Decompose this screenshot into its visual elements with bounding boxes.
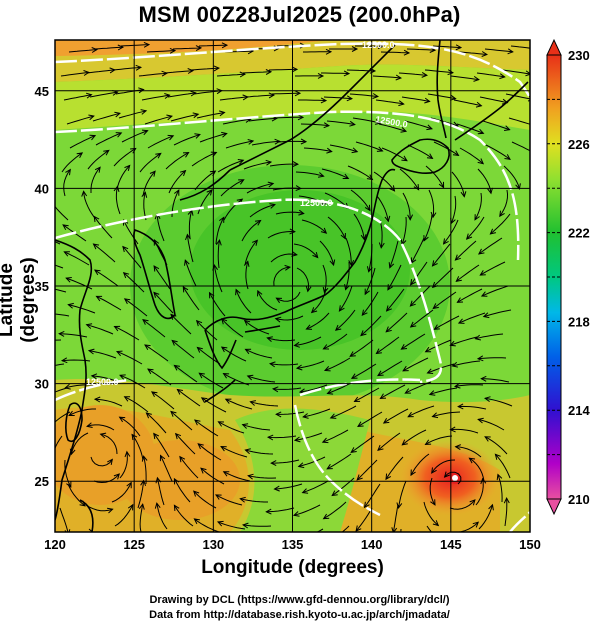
grid (55, 40, 530, 532)
chart-title: MSM 00Z28Jul2025 (200.0hPa) (138, 2, 461, 27)
contour-label: 12500.0 (362, 40, 395, 50)
y-axis-label: Latitude (degrees) (0, 257, 39, 343)
colorbar-min-arrow (546, 498, 562, 516)
colorbar-label: 222 (568, 226, 590, 241)
colorbar-max-arrow (546, 38, 562, 56)
colorbar-label: 230 (568, 48, 590, 63)
x-tick-label: 125 (123, 537, 145, 552)
x-tick-label: 120 (44, 537, 66, 552)
x-tick-label: 145 (440, 537, 462, 552)
colorbar-label: 226 (568, 137, 590, 152)
credit-data: Data from http://database.rish.kyoto-u.a… (149, 609, 450, 621)
streamlines (55, 41, 530, 532)
contour-label: 12500.0 (300, 198, 333, 208)
y-tick-label: 25 (35, 474, 49, 489)
colorbar: 230 226 222 218 214 210 (546, 38, 590, 516)
x-tick-labels: 120 125 130 135 140 145 150 (44, 537, 541, 552)
x-axis-label: Longitude (degrees) (201, 557, 384, 578)
y-tick-label: 40 (35, 181, 49, 196)
plot-frame (54, 39, 531, 533)
y-tick-label: 30 (35, 377, 49, 392)
contour-label: 12500.0 (86, 377, 119, 387)
x-tick-label: 135 (282, 537, 304, 552)
colorbar-label: 210 (568, 492, 590, 507)
coastlines (55, 40, 529, 532)
height-contours (55, 42, 530, 532)
credit-drawing: Drawing by DCL (https://www.gfd-dennou.o… (149, 594, 450, 606)
y-tick-label: 35 (35, 279, 49, 294)
y-tick-label: 45 (35, 84, 49, 99)
x-tick-label: 140 (361, 537, 383, 552)
colorbar-label: 218 (568, 314, 590, 329)
colorbar-label: 214 (568, 403, 590, 418)
colorbar-labels: 230 226 222 218 214 210 (568, 48, 590, 507)
y-tick-labels: 25 30 35 40 45 (35, 84, 49, 489)
x-tick-label: 150 (519, 537, 541, 552)
x-tick-label: 130 (202, 537, 224, 552)
